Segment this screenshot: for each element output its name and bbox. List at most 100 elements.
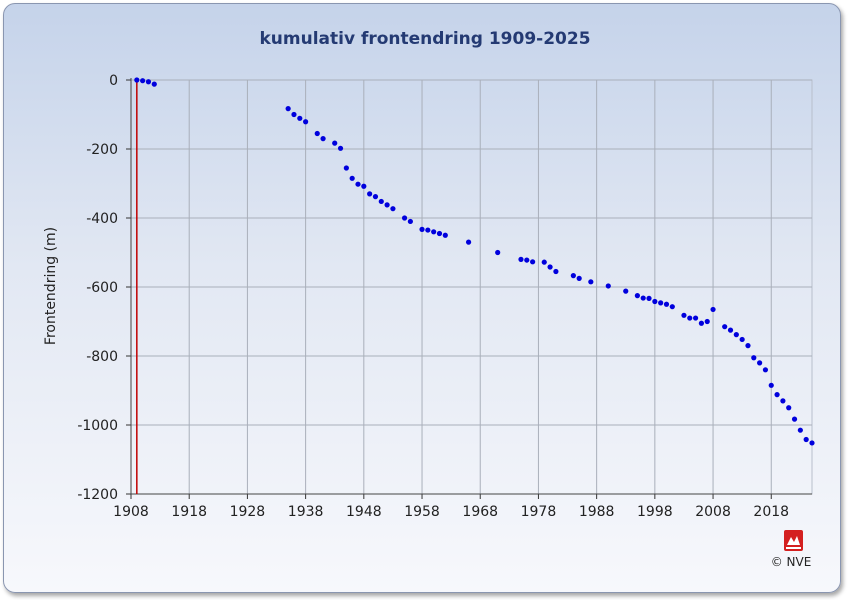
data-point xyxy=(425,227,431,233)
data-point xyxy=(372,194,379,200)
data-point xyxy=(803,436,809,443)
data-point xyxy=(134,77,140,83)
data-point xyxy=(739,336,745,343)
data-point xyxy=(378,198,384,205)
data-point xyxy=(727,327,734,333)
data-point xyxy=(349,175,355,181)
data-point xyxy=(663,301,670,307)
x-tick-label: 2018 xyxy=(753,504,789,520)
data-point xyxy=(623,288,629,294)
data-point xyxy=(524,257,530,263)
data-point xyxy=(431,229,437,235)
data-point xyxy=(285,106,291,112)
data-point xyxy=(809,440,815,446)
data-point xyxy=(658,300,664,306)
data-point xyxy=(698,320,705,326)
data-point xyxy=(401,215,408,221)
x-tick-label: 1938 xyxy=(288,504,324,520)
data-point xyxy=(320,136,326,142)
axes xyxy=(126,78,812,499)
data-point xyxy=(588,279,594,285)
data-point xyxy=(297,115,303,121)
x-tick-label: 1978 xyxy=(521,504,557,520)
data-point xyxy=(768,382,774,388)
x-tick-label: 1908 xyxy=(113,504,149,520)
data-point xyxy=(465,239,472,245)
data-point xyxy=(337,145,344,151)
y-tick-label: -1000 xyxy=(77,418,118,434)
y-tick-label: -800 xyxy=(86,349,118,365)
data-point xyxy=(576,275,582,281)
data-point xyxy=(390,206,396,212)
nve-logo: © NVE xyxy=(771,530,812,569)
data-point xyxy=(547,264,553,270)
data-point xyxy=(669,304,675,310)
copyright-text: © NVE xyxy=(771,555,812,569)
x-tick-label: 1918 xyxy=(171,504,207,520)
grid-lines xyxy=(130,79,813,495)
data-point xyxy=(518,256,524,262)
data-point xyxy=(436,230,443,237)
data-points xyxy=(134,77,815,446)
data-point xyxy=(419,226,425,232)
data-point xyxy=(407,218,413,225)
x-tick-labels: 1908 1918 1928 1938 1948 1958 1968 1978 1988 1998… xyxy=(113,504,789,520)
data-point xyxy=(553,268,559,275)
data-point xyxy=(634,293,640,299)
y-tick-label: -200 xyxy=(86,142,118,158)
data-point xyxy=(681,312,687,318)
data-point xyxy=(303,119,309,125)
data-point xyxy=(646,295,652,301)
x-tick-label: 1998 xyxy=(637,504,673,520)
data-point xyxy=(314,130,320,137)
data-point xyxy=(710,306,716,313)
data-point xyxy=(361,183,367,189)
data-point xyxy=(145,79,152,85)
data-point xyxy=(704,318,710,325)
y-axis-label: Frontendring (m) xyxy=(43,227,59,345)
y-tick-label: -600 xyxy=(86,280,118,296)
data-point xyxy=(640,295,646,301)
data-point xyxy=(733,332,739,338)
chart-title: kumulativ frontendring 1909-2025 xyxy=(259,29,590,49)
data-point xyxy=(762,367,769,373)
data-point xyxy=(605,283,611,289)
data-point xyxy=(495,249,501,256)
x-tick-label: 1968 xyxy=(462,504,498,520)
data-point xyxy=(774,392,780,398)
x-tick-label: 1928 xyxy=(230,504,266,520)
x-tick-label: 1988 xyxy=(579,504,615,520)
data-point xyxy=(442,232,448,238)
nve-crest-icon xyxy=(784,530,803,551)
data-point xyxy=(797,427,803,433)
y-tick-label: -400 xyxy=(86,211,118,227)
data-point xyxy=(343,165,349,171)
x-tick-label: 2008 xyxy=(695,504,731,520)
y-tick-label: 0 xyxy=(109,73,118,89)
data-point xyxy=(570,273,576,279)
data-point xyxy=(541,259,547,265)
data-point xyxy=(757,360,763,366)
data-point xyxy=(367,191,373,197)
data-point xyxy=(384,202,390,208)
data-point xyxy=(291,111,297,118)
x-tick-label: 1958 xyxy=(404,504,440,520)
data-point xyxy=(332,140,338,146)
data-point xyxy=(355,181,361,187)
data-point xyxy=(652,298,658,305)
data-point xyxy=(722,324,728,330)
y-tick-label: -1200 xyxy=(77,487,118,503)
data-point xyxy=(780,398,786,404)
data-point xyxy=(786,405,792,411)
data-point xyxy=(745,343,751,349)
data-point xyxy=(791,416,798,422)
data-point xyxy=(530,259,536,265)
data-point xyxy=(692,315,699,321)
data-point xyxy=(687,315,693,321)
x-tick-label: 1948 xyxy=(346,504,382,520)
data-point xyxy=(751,355,757,361)
y-tick-labels: 0 -200 -400 -600 -800 -1000 -1200 xyxy=(77,73,118,503)
data-point xyxy=(151,81,157,87)
data-point xyxy=(140,78,146,84)
